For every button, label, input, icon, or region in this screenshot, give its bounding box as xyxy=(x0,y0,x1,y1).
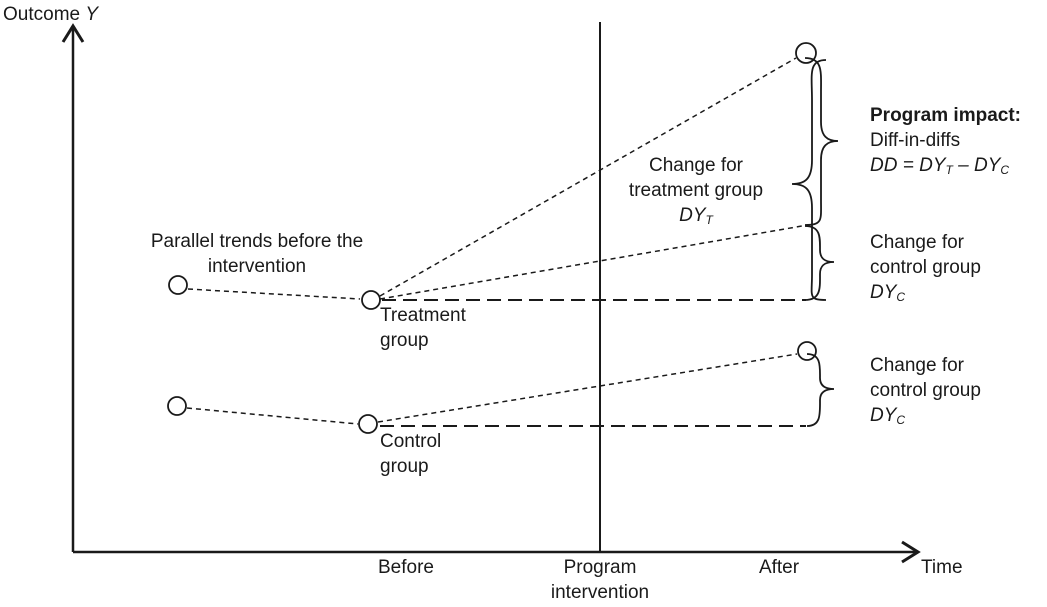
y-axis-variable: Y xyxy=(85,4,99,25)
y-axis-label: Outcome Y xyxy=(3,2,98,27)
impact-brace xyxy=(804,57,839,226)
treatment-point-early xyxy=(168,275,188,295)
control-group-label: Control group xyxy=(380,431,442,477)
tick-after: After xyxy=(758,557,800,578)
y-axis-label-text: Outcome xyxy=(3,4,81,25)
treatment-pre-trend xyxy=(187,288,361,300)
control-point-after xyxy=(797,341,817,361)
tick-intervention: Program intervention xyxy=(550,557,650,603)
counterfactual-change-label: Change for control group DYC xyxy=(870,230,1010,310)
treatment-post-trend xyxy=(379,57,797,297)
control-point-before xyxy=(358,414,378,434)
control-change-brace xyxy=(806,353,835,427)
impact-label: Program impact: Diff-in-diffs DD = DYT –… xyxy=(870,103,1021,183)
treatment-change-label: Change for treatment group DYT xyxy=(610,153,782,233)
x-axis-arrowhead xyxy=(901,540,921,564)
treatment-change-var: DYT xyxy=(679,205,713,227)
counterfactual-change-var: DYC xyxy=(870,282,906,304)
counterfactual-change-brace xyxy=(804,225,835,301)
y-axis-arrowhead xyxy=(61,23,85,43)
parallel-trends-label: Parallel trends before the intervention xyxy=(150,231,364,277)
treatment-change-brace xyxy=(791,59,827,301)
control-pre-trend xyxy=(186,407,359,425)
impact-subtitle: Diff-in-diffs xyxy=(870,130,961,151)
control-change-label: Change for control group DYC xyxy=(870,353,1010,433)
treatment-group-label: Treatment group xyxy=(380,305,466,351)
control-post-trend xyxy=(377,353,798,423)
treatment-counterfactual-trend xyxy=(379,225,803,300)
treatment-point-before xyxy=(361,290,381,310)
impact-title: Program impact: xyxy=(870,105,1021,126)
x-axis-label: Time xyxy=(921,557,963,578)
counterfactual-change-text: Change for control group xyxy=(870,232,981,278)
control-point-early xyxy=(167,396,187,416)
tick-before: Before xyxy=(378,557,434,578)
control-change-text: Change for control group xyxy=(870,355,981,401)
treatment-change-text: Change for treatment group xyxy=(628,155,764,201)
impact-formula: DD = DYT – DYC xyxy=(870,155,1010,177)
control-change-var: DYC xyxy=(870,405,906,427)
